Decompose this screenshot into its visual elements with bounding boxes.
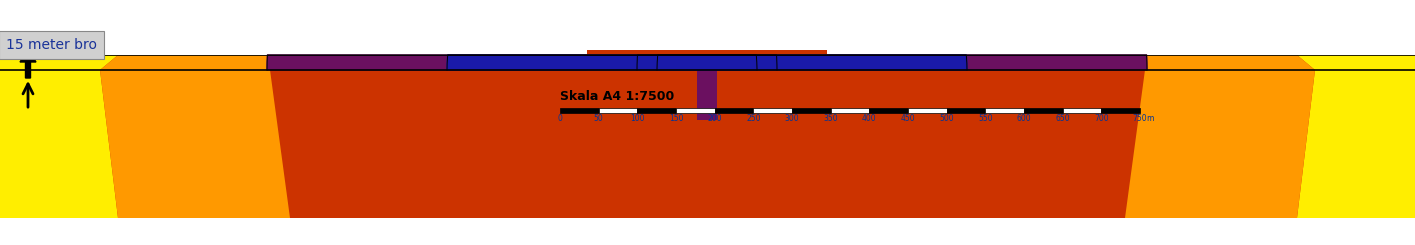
Polygon shape	[267, 55, 777, 70]
Bar	[0, 0, 1415, 55]
Bar	[1063, 108, 1101, 113]
Text: 0: 0	[558, 114, 562, 123]
Bar	[869, 108, 908, 113]
Text: m: m	[1146, 114, 1153, 123]
Text: 100: 100	[630, 114, 645, 123]
Bar	[599, 108, 637, 113]
Bar	[715, 108, 753, 113]
Bar	[1024, 108, 1063, 113]
Bar	[985, 108, 1024, 113]
Bar	[831, 108, 869, 113]
Polygon shape	[1298, 55, 1415, 70]
Text: Skala A4 1:7500: Skala A4 1:7500	[560, 90, 675, 103]
Polygon shape	[637, 55, 1148, 70]
Polygon shape	[100, 55, 290, 70]
Bar	[0, 55, 1415, 218]
Bar	[560, 108, 599, 113]
Polygon shape	[0, 70, 117, 218]
Text: 550: 550	[978, 114, 993, 123]
Text: 350: 350	[824, 114, 838, 123]
Bar	[637, 108, 676, 113]
Bar	[0, 218, 1415, 245]
Polygon shape	[1125, 55, 1315, 70]
Text: 250: 250	[746, 114, 761, 123]
Polygon shape	[657, 55, 966, 70]
Bar	[947, 108, 985, 113]
Bar	[698, 55, 717, 120]
Polygon shape	[1125, 70, 1315, 218]
Text: 500: 500	[940, 114, 954, 123]
Text: 450: 450	[901, 114, 916, 123]
Bar	[908, 108, 947, 113]
Text: 750: 750	[1132, 114, 1148, 123]
Text: 600: 600	[1017, 114, 1032, 123]
Bar	[792, 108, 831, 113]
Text: 15 meter bro: 15 meter bro	[6, 38, 98, 52]
Bar	[676, 108, 715, 113]
Bar	[753, 108, 792, 113]
FancyArrow shape	[20, 50, 35, 78]
Text: 300: 300	[785, 114, 799, 123]
Polygon shape	[447, 55, 757, 70]
Polygon shape	[100, 70, 290, 218]
Text: 50: 50	[594, 114, 604, 123]
Text: 150: 150	[669, 114, 683, 123]
Bar	[1101, 108, 1140, 113]
Text: 650: 650	[1056, 114, 1070, 123]
Polygon shape	[1298, 70, 1415, 218]
Text: 700: 700	[1094, 114, 1108, 123]
Text: 200: 200	[708, 114, 722, 123]
Polygon shape	[0, 55, 117, 70]
Bar	[587, 50, 826, 115]
Text: 400: 400	[862, 114, 877, 123]
